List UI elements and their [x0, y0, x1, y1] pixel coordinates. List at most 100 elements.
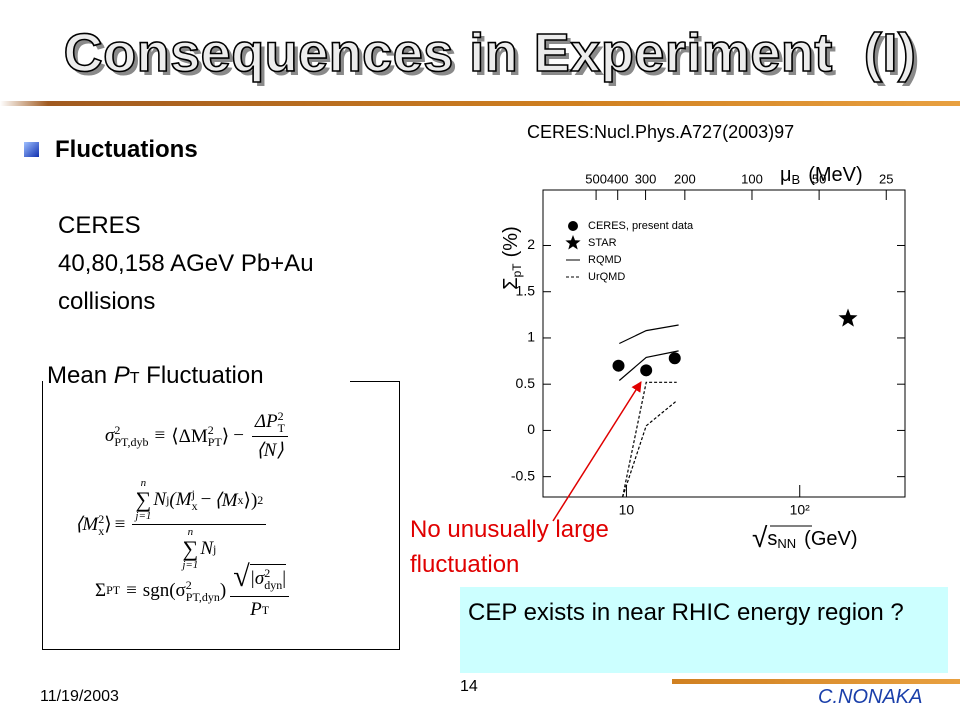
sub: x	[98, 523, 105, 538]
label-main: μ	[780, 164, 792, 186]
sym: ⟨M	[214, 489, 238, 511]
reference: CERES:Nucl.Phys.A727(2003)97	[527, 122, 795, 142]
sum-sign: ∑	[135, 487, 152, 512]
sub: PT,dyb	[114, 435, 149, 449]
plot-frame	[542, 189, 906, 498]
sym: N	[200, 538, 213, 559]
sym: (M	[169, 489, 192, 510]
y-tick-label: 2	[527, 236, 535, 252]
sub: PT	[106, 583, 121, 597]
sum-sign: ∑	[182, 536, 199, 561]
sym: ⟩)	[243, 489, 258, 511]
y-tick-label: 0.5	[516, 375, 536, 391]
label-sub: B	[792, 172, 801, 187]
formula: Σ PT ≡ sgn(σ 2 PT,dyn) √ |σ 2 dyn | P T	[95, 560, 293, 621]
sub: PT,dyn	[185, 589, 220, 604]
x-tick-label: 10²	[790, 502, 811, 518]
label-unit: (GeV)	[804, 528, 857, 550]
y-tick-label: 0	[527, 421, 535, 437]
label-symbol: P	[113, 362, 130, 389]
sym: ⟩	[104, 514, 112, 535]
footer-author: C.NONAKA	[818, 686, 923, 708]
label-main: Σ	[500, 277, 522, 289]
bullet-text: Fluctuations	[55, 136, 198, 163]
sym: |σ	[249, 567, 265, 589]
sum-limit: j=1	[182, 559, 199, 571]
annotation-arrow	[552, 381, 642, 522]
label-unit: (%)	[500, 226, 522, 257]
sym: P	[250, 599, 262, 620]
sym: σ	[105, 425, 115, 446]
sup: 2	[257, 492, 264, 507]
sym: ⟨ΔM	[171, 425, 208, 447]
x-axis-label: √sNN (GeV)	[752, 522, 858, 553]
legend-swatch	[568, 221, 578, 231]
sup: j	[191, 487, 195, 501]
label-unit: (MeV)	[808, 164, 862, 186]
sym: sgn(σ	[142, 579, 186, 601]
legend-swatch	[565, 235, 581, 250]
model-line	[618, 350, 679, 381]
ceres-line: 40,80,158 AGeV Pb+Au	[58, 250, 314, 277]
sym: −	[233, 425, 244, 446]
root-sign: √	[233, 560, 250, 593]
sym: ≡	[154, 425, 166, 446]
sym: −	[200, 489, 212, 510]
data-point	[668, 352, 681, 365]
sym: ⟨N⟩	[256, 440, 284, 461]
page-number: 14	[460, 678, 478, 695]
sub: T	[261, 602, 270, 617]
sup: 2	[207, 423, 214, 437]
model-line	[622, 400, 678, 498]
sum-limit: n	[187, 526, 194, 538]
label-text: Mean	[47, 362, 114, 389]
label-sub: NN	[777, 536, 796, 551]
ceres-line: CERES	[58, 212, 141, 239]
title-rule	[0, 101, 960, 106]
sup: 2	[264, 565, 271, 580]
y-tick-label: -0.5	[511, 467, 535, 483]
sup: 2	[114, 423, 121, 437]
x2-tick-label: 200	[674, 171, 696, 186]
annotation: No unusually large fluctuation	[410, 516, 609, 578]
footer-rule	[672, 679, 960, 684]
sub: PT	[207, 435, 222, 449]
sym: ΔP	[254, 411, 278, 432]
label-sub: pT	[510, 263, 524, 278]
label-root: √	[752, 522, 768, 553]
sym: Σ	[95, 579, 107, 601]
sym: ≡	[126, 579, 137, 601]
x2-axis-label: μB (MeV)	[780, 164, 863, 187]
sym: ⟩	[221, 425, 230, 447]
y-axis-label: ΣpT (%)	[500, 226, 524, 290]
label-main: s	[767, 528, 777, 550]
sub: j	[166, 492, 170, 507]
label-text: Fluctuation	[139, 362, 264, 389]
formula-box-top	[350, 381, 399, 382]
ceres-line: collisions	[58, 288, 156, 315]
sup: 2	[185, 577, 192, 592]
x2-tick-label: 100	[741, 171, 763, 186]
sub: j	[213, 541, 217, 556]
x2-tick-label: 50	[812, 171, 826, 186]
model-line	[619, 324, 679, 345]
legend-label: UrQMD	[588, 271, 625, 283]
sym: ≡	[114, 513, 126, 535]
x2-tick-label: 300	[635, 171, 657, 186]
model-line	[622, 381, 677, 498]
sub: dyn	[264, 577, 283, 592]
data-point	[640, 364, 653, 377]
sup: 2	[277, 409, 284, 423]
box-label: Mean PT Fluctuation	[47, 362, 270, 390]
formula: σ 2 PT,dyb ≡ ⟨ΔM 2 PT ⟩ − ΔP 2 T ⟨N⟩	[105, 410, 292, 462]
sub: T	[277, 421, 286, 435]
sym: )	[219, 579, 227, 601]
sup: 2	[98, 511, 105, 526]
footer-date: 11/19/2003	[40, 688, 119, 705]
x2-tick-label: 25	[879, 171, 893, 186]
sym: |	[282, 567, 287, 589]
y-tick-label: 1	[527, 329, 535, 345]
